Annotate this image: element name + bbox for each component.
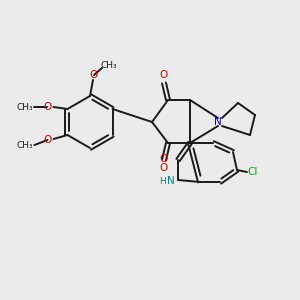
Text: O: O bbox=[90, 70, 98, 80]
Text: O: O bbox=[159, 163, 167, 173]
Text: N: N bbox=[214, 117, 222, 127]
Text: H: H bbox=[160, 176, 167, 185]
Text: N: N bbox=[167, 176, 175, 186]
Text: CH₃: CH₃ bbox=[101, 61, 117, 70]
Text: Cl: Cl bbox=[248, 167, 258, 177]
Text: O: O bbox=[44, 135, 52, 145]
Text: CH₃: CH₃ bbox=[16, 103, 33, 112]
Text: O: O bbox=[44, 102, 52, 112]
Text: CH₃: CH₃ bbox=[16, 140, 33, 149]
Text: O: O bbox=[159, 70, 167, 80]
Text: O: O bbox=[160, 154, 168, 164]
